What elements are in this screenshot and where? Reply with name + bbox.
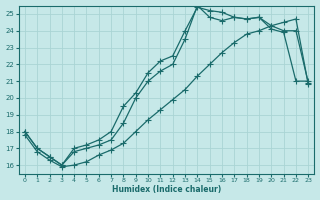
- X-axis label: Humidex (Indice chaleur): Humidex (Indice chaleur): [112, 185, 221, 194]
